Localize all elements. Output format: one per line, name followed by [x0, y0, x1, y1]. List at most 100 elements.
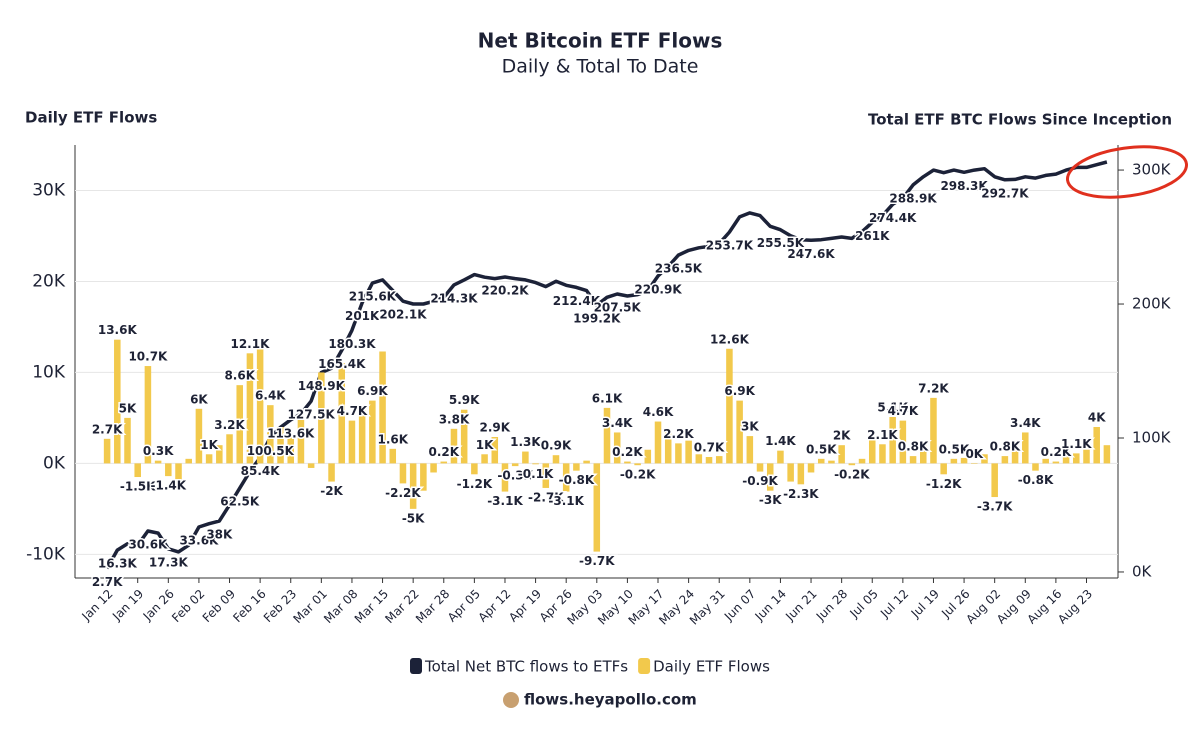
data-label: 0.8K [898, 440, 929, 454]
bar [522, 451, 529, 464]
y-tick-label: -10K [26, 544, 66, 564]
data-label: -3.1K [487, 494, 523, 508]
bar [971, 463, 978, 464]
legend-swatch [638, 658, 651, 674]
data-label: -0.2K [834, 468, 870, 482]
x-tick-label: Feb 16 [230, 587, 268, 625]
x-tick-label: Jul 19 [908, 587, 942, 621]
bar [562, 463, 570, 492]
bar [236, 385, 243, 464]
data-label: 33.6K [179, 533, 219, 547]
data-label: 6.9K [724, 384, 755, 398]
bar [726, 348, 733, 464]
bar [369, 400, 376, 464]
data-label: 0.9K [541, 439, 572, 453]
data-label: -5K [402, 511, 425, 525]
data-label: 127.5K [288, 408, 336, 422]
x-tick-label: Jan 19 [109, 587, 146, 624]
data-label: 6K [190, 392, 208, 406]
legend-swatch [410, 658, 422, 674]
data-label: 100.5K [247, 444, 295, 458]
bar [1093, 426, 1100, 464]
legend-label: Daily ETF Flows [653, 658, 770, 676]
data-label: 220.9K [634, 283, 682, 297]
legend-label: Total Net BTC flows to ETFs [424, 658, 628, 676]
bar [756, 463, 764, 472]
y-tick-label: 20K [32, 271, 66, 291]
data-label: 261K [855, 229, 890, 243]
data-label: -2.2K [385, 486, 421, 500]
bar [675, 443, 682, 464]
x-tick-label: Jul 12 [877, 587, 911, 621]
data-label: 274.4K [869, 211, 917, 225]
x-tick-label: Apr 12 [476, 587, 514, 625]
bar [379, 351, 386, 464]
data-label: 2.7K [92, 422, 123, 436]
bar [409, 463, 417, 509]
bar [287, 436, 295, 464]
data-label: -0.9K [742, 474, 778, 488]
bar [1062, 449, 1070, 464]
bar [297, 417, 305, 464]
bar [134, 463, 141, 478]
bar [114, 339, 121, 464]
bar [420, 463, 427, 491]
data-label: -2K [320, 484, 343, 498]
bar [766, 463, 774, 491]
data-label: 113.6K [267, 426, 315, 440]
x-tick-label: Apr 19 [506, 587, 544, 625]
bar [267, 405, 274, 464]
bar [246, 353, 254, 464]
y2-tick-label: 0K [1132, 562, 1153, 580]
bar [848, 463, 856, 466]
x-tick-label: Feb 09 [200, 587, 238, 625]
line [105, 160, 1108, 570]
data-label: 30.6K [128, 537, 168, 551]
data-label: 3.4K [1010, 416, 1041, 430]
bar [348, 420, 356, 464]
bar [511, 463, 519, 467]
x-tick-label: Jun 21 [782, 587, 819, 624]
bar [552, 455, 560, 464]
data-label: 5.9K [449, 393, 480, 407]
data-label: 12.6K [710, 332, 750, 346]
bar [1001, 456, 1009, 464]
bar [909, 456, 917, 464]
bar [981, 454, 988, 464]
data-label: 288.9K [889, 191, 937, 205]
data-label: 1.1K [1061, 437, 1092, 451]
data-label: 298.3K [940, 179, 988, 193]
data-label: 85.4K [241, 464, 281, 478]
x-tick-label: Feb 02 [169, 587, 207, 625]
data-label: -2.7K [528, 490, 564, 504]
data-label: 10.7K [128, 350, 168, 364]
data-label: 0.5K [939, 442, 970, 456]
x-tick-label: Jun 28 [813, 587, 850, 624]
data-label: -3.7K [977, 500, 1013, 514]
data-label: 3.4K [602, 416, 633, 430]
x-tick-label: Mar 28 [413, 587, 452, 626]
source: flows.heyapollo.com [524, 691, 697, 709]
data-label: 38K [206, 528, 233, 542]
bar [817, 458, 825, 464]
data-label: 1.3K [510, 435, 541, 449]
data-label: 4.7K [337, 404, 368, 418]
data-label: 2K [833, 429, 851, 443]
data-label: -0.3K [497, 469, 533, 483]
data-label: 1K [200, 438, 218, 452]
data-label: -1.2K [457, 477, 493, 491]
bar [144, 366, 152, 464]
data-label: 0.2K [1041, 445, 1072, 459]
bar [328, 463, 335, 482]
bar [277, 426, 284, 464]
bar [318, 372, 325, 464]
bar [644, 449, 652, 464]
data-label: 202.1K [379, 308, 427, 322]
data-label: 1.4K [765, 434, 796, 448]
bar [919, 445, 927, 464]
bar [828, 460, 835, 464]
bar [103, 438, 111, 464]
bar [746, 436, 754, 464]
